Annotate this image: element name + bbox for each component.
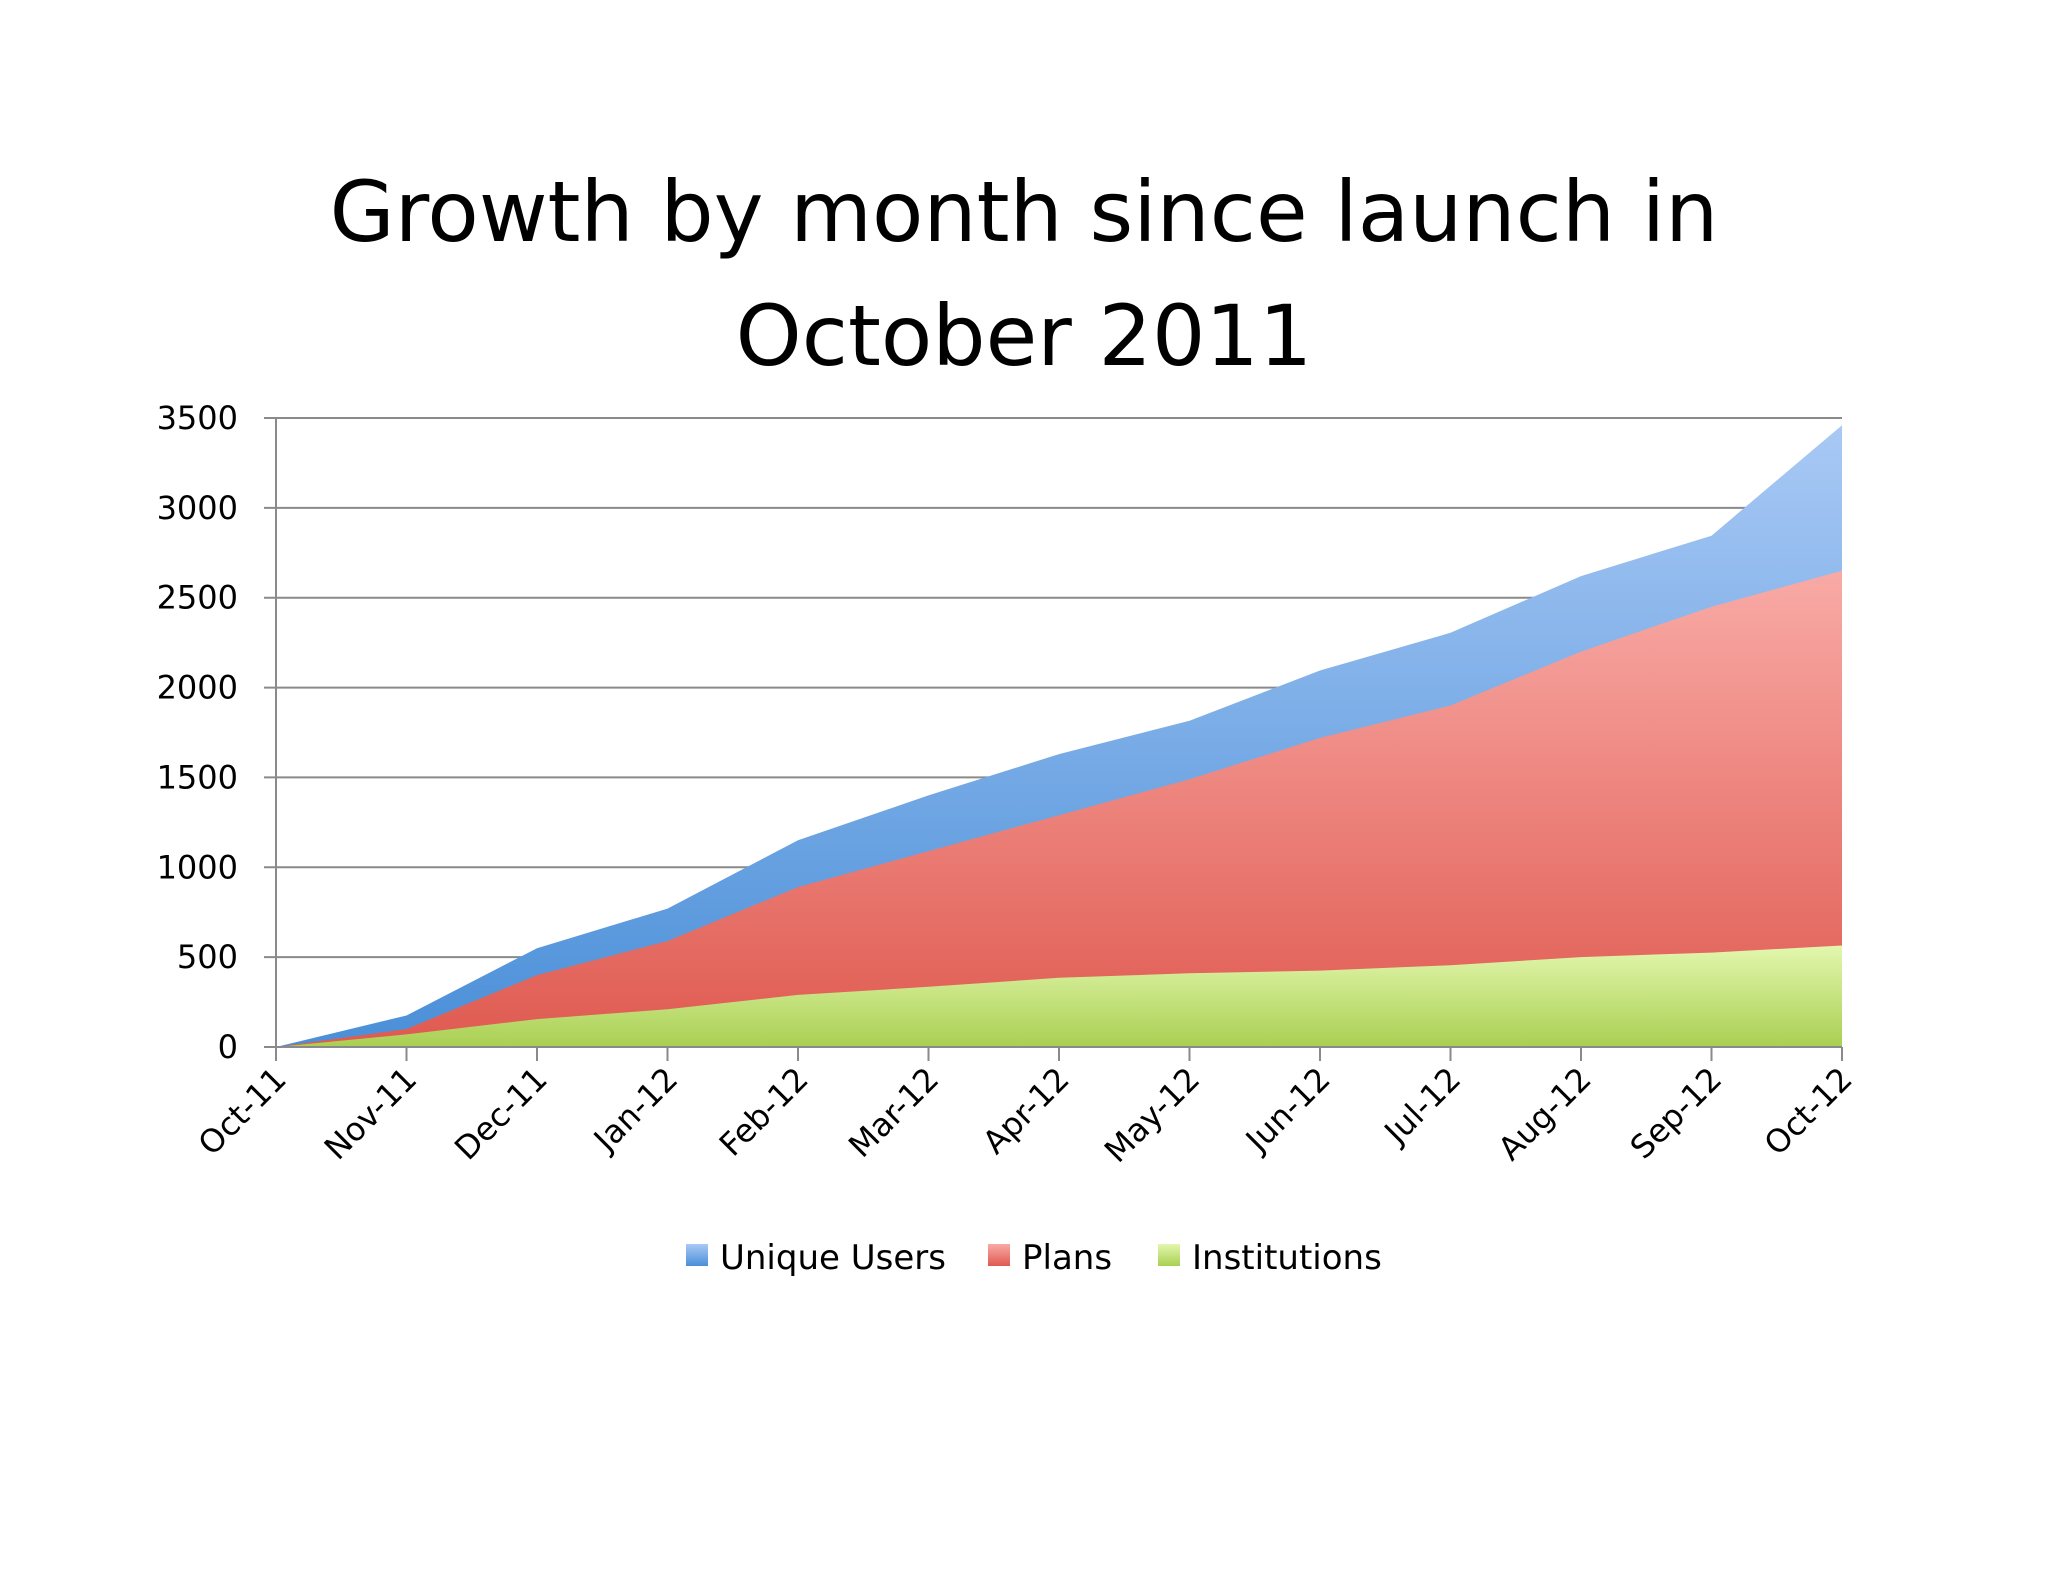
y-tick-label: 1000 xyxy=(157,848,238,886)
x-tick-label: Oct-12 xyxy=(1757,1060,1860,1163)
legend-swatch-institutions xyxy=(1158,1244,1180,1266)
legend-label-plans: Plans xyxy=(1022,1238,1112,1278)
y-tick-label: 3000 xyxy=(157,489,238,527)
x-tick-label: Aug-12 xyxy=(1491,1060,1599,1168)
y-tick-label: 2500 xyxy=(157,579,238,617)
x-tick-label: Jul-12 xyxy=(1376,1060,1469,1153)
series-area-plans xyxy=(276,570,1842,1047)
legend-swatch-unique-users xyxy=(686,1244,708,1266)
legend-label-institutions: Institutions xyxy=(1192,1238,1382,1278)
y-tick-label: 500 xyxy=(177,938,238,976)
y-tick-label: 1500 xyxy=(157,758,238,796)
x-tick-label: Feb-12 xyxy=(712,1060,816,1164)
legend-label-unique-users: Unique Users xyxy=(720,1238,946,1278)
x-tick-label: Sep-12 xyxy=(1623,1060,1729,1166)
series-areas xyxy=(276,425,1842,1047)
y-tick-label: 3500 xyxy=(157,399,238,437)
chart-title-line-2: October 2011 xyxy=(735,287,1313,385)
x-tick-label: May-12 xyxy=(1097,1060,1207,1170)
series-area-institutions xyxy=(276,945,1842,1047)
y-tick-label: 2000 xyxy=(157,669,238,707)
x-axis-ticks: Oct-11 Nov-11 Dec-11 Jan-12 Feb-12 Mar-12 Apr-… xyxy=(191,1047,1860,1170)
x-tick-label: Dec-11 xyxy=(447,1060,555,1168)
y-axis-ticks: 0 500 1000 1500 2000 2500 3000 3500 xyxy=(157,399,238,1066)
y-tick-label: 0 xyxy=(218,1028,238,1066)
legend-swatch-plans xyxy=(988,1244,1010,1266)
x-tick-label: Apr-12 xyxy=(975,1060,1077,1162)
x-tick-label: Mar-12 xyxy=(841,1060,946,1165)
legend: Unique Users Plans Institutions xyxy=(686,1238,1382,1278)
x-tick-label: Nov-11 xyxy=(317,1060,424,1167)
x-tick-label: Jan-12 xyxy=(585,1060,685,1160)
x-tick-label: Oct-11 xyxy=(191,1060,294,1163)
chart-title-line-1: Growth by month since launch in xyxy=(329,163,1719,261)
x-tick-label: Jun-12 xyxy=(1237,1060,1338,1161)
